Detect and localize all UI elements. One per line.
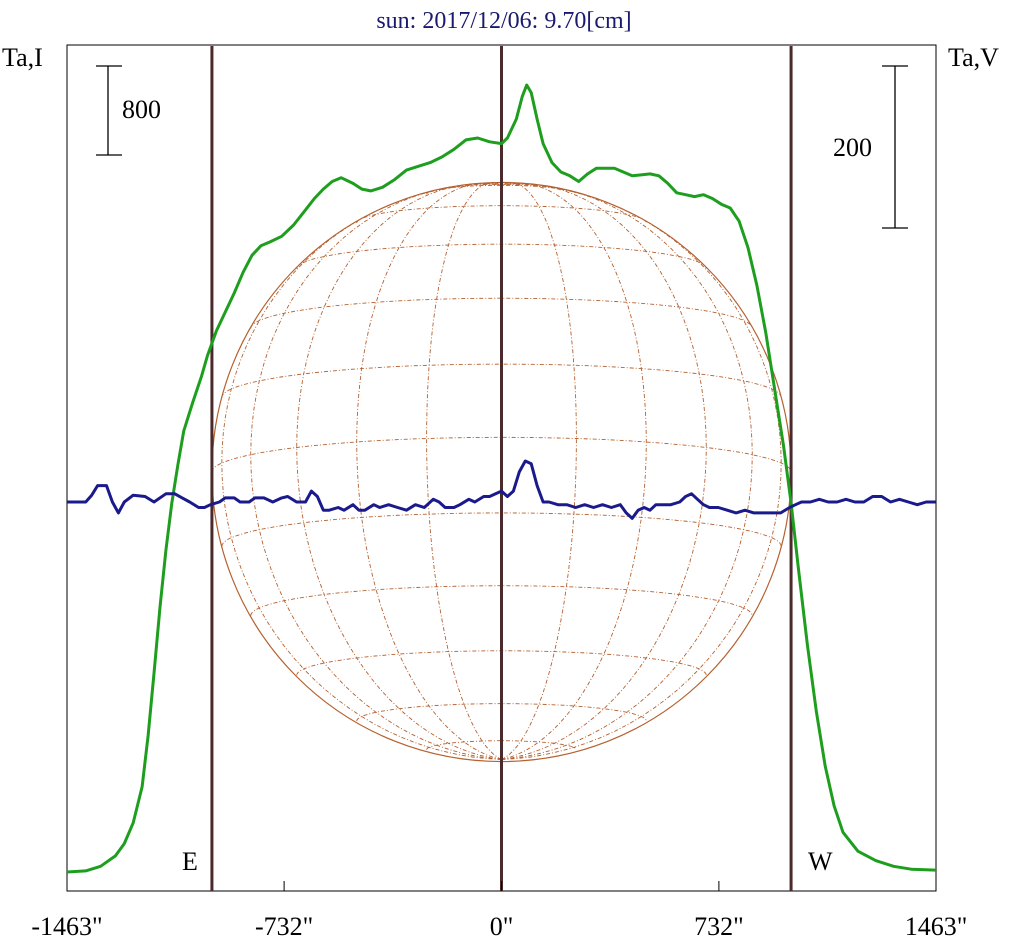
left-scale-label: 800 bbox=[122, 95, 161, 124]
west-limb-label: W bbox=[808, 847, 833, 876]
longitude-line bbox=[501, 182, 577, 760]
longitude-line bbox=[426, 182, 502, 760]
x-axis: -1463" -732" 0" 732" 1463" bbox=[31, 881, 967, 941]
series-line-i bbox=[66, 83, 937, 874]
east-limb-label: E bbox=[182, 847, 198, 876]
longitude-line bbox=[356, 182, 502, 760]
right-scale-label: 200 bbox=[833, 133, 872, 162]
longitude-line bbox=[501, 183, 782, 760]
longitude-line bbox=[501, 182, 647, 760]
vertical-markers bbox=[210, 46, 793, 891]
longitude-line bbox=[221, 183, 502, 760]
longitude-line bbox=[501, 183, 753, 760]
x-tick-label: 0" bbox=[490, 912, 514, 941]
right-scale-bar: 200 bbox=[833, 65, 908, 229]
chart-title: sun: 2017/12/06: 9.70[cm] bbox=[376, 8, 631, 34]
x-tick-label: 1463" bbox=[905, 912, 968, 941]
x-tick-label: -1463" bbox=[31, 912, 102, 941]
longitude-line bbox=[296, 183, 502, 760]
series-line-v bbox=[67, 459, 936, 520]
x-tick-label: 732" bbox=[694, 912, 744, 941]
x-tick-label: -732" bbox=[255, 912, 313, 941]
left-scale-bar: 800 bbox=[96, 65, 161, 156]
longitude-line bbox=[250, 183, 502, 760]
left-axis-label: Ta,I bbox=[2, 43, 43, 72]
right-axis-label: Ta,V bbox=[948, 43, 999, 72]
series-layer bbox=[66, 83, 937, 874]
